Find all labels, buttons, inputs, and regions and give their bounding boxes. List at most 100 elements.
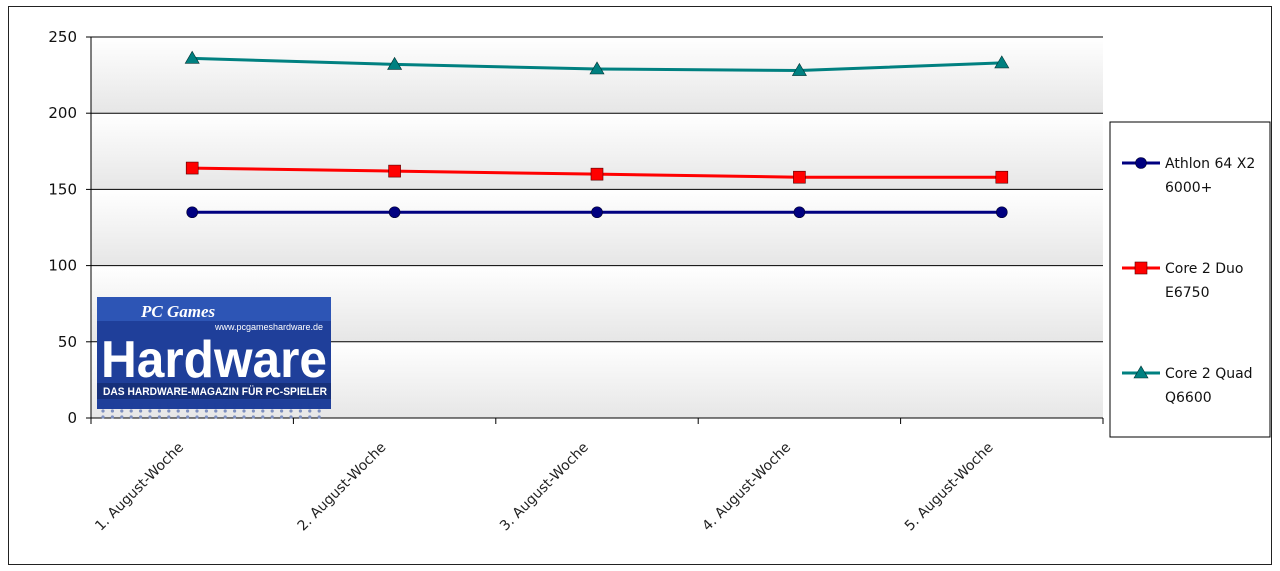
data-point [1134,261,1148,275]
logo-dot [195,409,199,413]
logo-dot [110,403,114,407]
data-point [1133,365,1149,379]
logo-dot [214,415,218,419]
y-tick-label: 0 [67,409,77,427]
logo-brand-main: Hardware [101,331,327,389]
logo-dot [242,415,246,419]
logo-dot [120,415,124,419]
logo-dot [101,415,105,419]
logo-dot [242,403,246,407]
data-point [793,170,806,184]
logo-dot [139,403,143,407]
logo-dot [233,403,237,407]
logo-dot [186,403,190,407]
logo-dot [129,403,133,407]
plot-band [91,37,1103,114]
logo-dot [195,415,199,419]
logo-top-bar [97,297,331,321]
logo-dot [139,415,143,419]
logo-dot [280,415,284,419]
data-point [184,50,200,64]
legend-item-0: Athlon 64 X2 6000+ [1122,156,1255,196]
logo-brand-top: PC Games [140,302,216,321]
logo-dot [129,415,133,419]
logo-url: www.pcgameshardware.de [214,322,323,332]
legend-item-2: Core 2 Quad Q6600 [1122,365,1253,406]
legend-label: Core 2 Duo [1165,261,1243,277]
data-point [388,164,401,178]
series-1 [185,161,1009,184]
logo-dot [317,403,321,407]
logo-dot [186,409,190,413]
logo-dot [289,409,293,413]
logo-dot [270,403,274,407]
logo-dot [223,415,227,419]
logo-dot [298,415,302,419]
logo-dot [270,409,274,413]
logo-dot [176,409,180,413]
logo-dot [139,409,143,413]
data-point [793,206,806,219]
logo-dot [242,409,246,413]
legend-label: 6000+ [1165,180,1212,196]
logo-dot [251,415,255,419]
logo-dot [204,403,208,407]
logo-dot [261,403,265,407]
data-point [186,206,198,219]
logo-dot [167,415,171,419]
logo-dot [176,403,180,407]
logo-dot [298,409,302,413]
logo-dot [167,403,171,407]
axes [86,36,1104,424]
series-2 [184,50,1010,76]
x-tick-labels: 1. August-Woche 2. August-Woche 3. August-… [92,440,996,535]
logo-dot [204,415,208,419]
logo-dot [204,409,208,413]
legend-label: Athlon 64 X2 [1165,156,1255,172]
logo-dot [270,415,274,419]
logo-dot [298,403,302,407]
x-tick-label: 3. August-Woche [497,440,592,535]
logo-tagline: DAS HARDWARE-MAGAZIN FÜR PC-SPIELER [103,385,327,398]
logo-dot [101,403,105,407]
gridlines [91,36,1103,343]
pcgh-logo: PC Games www.pcgameshardware.de Hardware… [97,297,331,419]
legend-box [1109,121,1271,438]
logo-dot [233,415,237,419]
logo-dot [214,409,218,413]
logo-dot [110,409,114,413]
plot-band [91,189,1103,266]
logo-dot [261,409,265,413]
data-point [590,167,604,181]
y-tick-label: 200 [48,104,77,122]
y-tick-label: 100 [48,257,77,275]
logo-dot [308,409,312,413]
data-point [995,170,1009,184]
logo-dot [167,409,171,413]
y-tick-label: 50 [58,333,77,351]
plot-background [91,37,1103,418]
logo-dot [233,409,237,413]
y-tick-label: 150 [48,180,77,198]
data-point [388,206,401,219]
logo-dot [148,415,152,419]
logo-dot [261,415,265,419]
y-tick-label: 250 [48,28,77,46]
legend-label: E6750 [1165,285,1209,301]
logo-dot [110,415,114,419]
line-chart: 0 50 100 150 200 250 1. August-Woche 2. August… [48,28,1271,535]
legend-label: Q6600 [1165,390,1212,406]
logo-dot [317,415,321,419]
logo-dot [120,409,124,413]
legend-label: Core 2 Quad [1165,366,1253,382]
data-point [185,161,199,175]
logo-dot [214,403,218,407]
x-tick-label: 5. August-Woche [902,440,997,535]
series-0 [186,206,1008,219]
logo-dot [308,415,312,419]
logo-dot [251,403,255,407]
logo-dot [129,409,133,413]
logo-dot [280,409,284,413]
x-tick-label: 2. August-Woche [295,440,390,535]
logo-dot [101,409,105,413]
